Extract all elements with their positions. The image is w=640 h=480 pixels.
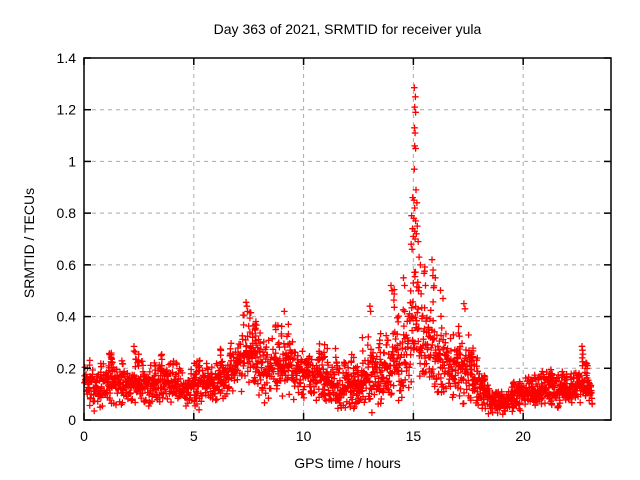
y-tick-label: 0.6 bbox=[57, 257, 77, 273]
chart-title: Day 363 of 2021, SRMTID for receiver yul… bbox=[213, 21, 482, 37]
y-tick-label: 0.4 bbox=[57, 309, 77, 325]
y-tick-label: 0.8 bbox=[57, 205, 77, 221]
x-tick-label: 0 bbox=[80, 428, 88, 444]
y-tick-label: 1.2 bbox=[57, 102, 77, 118]
x-tick-label: 20 bbox=[515, 428, 531, 444]
y-tick-label: 1.4 bbox=[57, 50, 77, 66]
x-tick-label: 10 bbox=[296, 428, 312, 444]
x-tick-label: 5 bbox=[190, 428, 198, 444]
y-tick-label: 1 bbox=[68, 153, 76, 169]
scatter-points bbox=[81, 84, 596, 418]
y-tick-label: 0 bbox=[68, 412, 76, 428]
y-tick-label: 0.2 bbox=[57, 360, 77, 376]
plot-border bbox=[83, 57, 612, 421]
x-tick-label: 15 bbox=[406, 428, 422, 444]
x-axis-title: GPS time / hours bbox=[294, 455, 401, 471]
